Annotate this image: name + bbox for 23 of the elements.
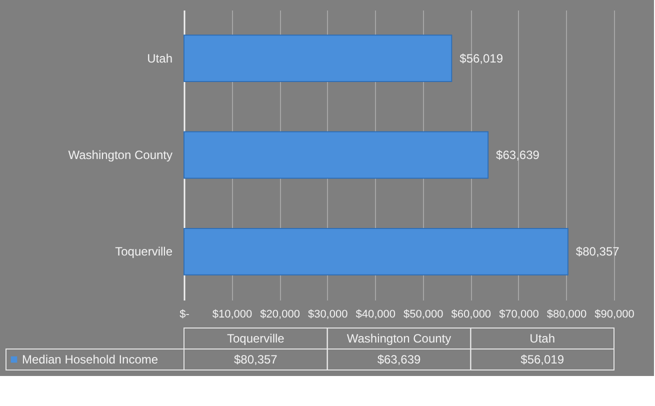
data-label: $63,639 <box>496 148 540 162</box>
x-tick-label: $40,000 <box>356 308 396 320</box>
legend-label: Median Hosehold Income <box>22 352 158 366</box>
category-label: Toquerville <box>226 332 284 346</box>
x-tick-label: $70,000 <box>499 308 539 320</box>
x-tick-label: $90,000 <box>594 308 634 320</box>
data-label: $56,019 <box>460 51 504 66</box>
x-tick-label: $- <box>180 308 190 320</box>
y-tick-label: Washington County <box>68 148 172 162</box>
category-label: Utah <box>530 332 556 346</box>
text: $56,019 <box>520 352 564 366</box>
text: $63,639 <box>377 352 421 366</box>
data-label: $80,357 <box>576 244 620 259</box>
x-tick-label: $60,000 <box>451 308 492 320</box>
y-tick-label: Utah <box>147 51 172 66</box>
x-tick-label: $50,000 <box>404 308 444 320</box>
x-tick-label: $80,000 <box>546 308 587 320</box>
y-tick-label: Toquerville <box>115 244 173 259</box>
x-tick-label: $20,000 <box>260 308 300 320</box>
x-tick-label: $30,000 <box>308 308 348 320</box>
category-label: Washington County <box>346 332 452 346</box>
x-tick-label: $10,000 <box>212 308 252 320</box>
text: $80,357 <box>234 352 278 366</box>
